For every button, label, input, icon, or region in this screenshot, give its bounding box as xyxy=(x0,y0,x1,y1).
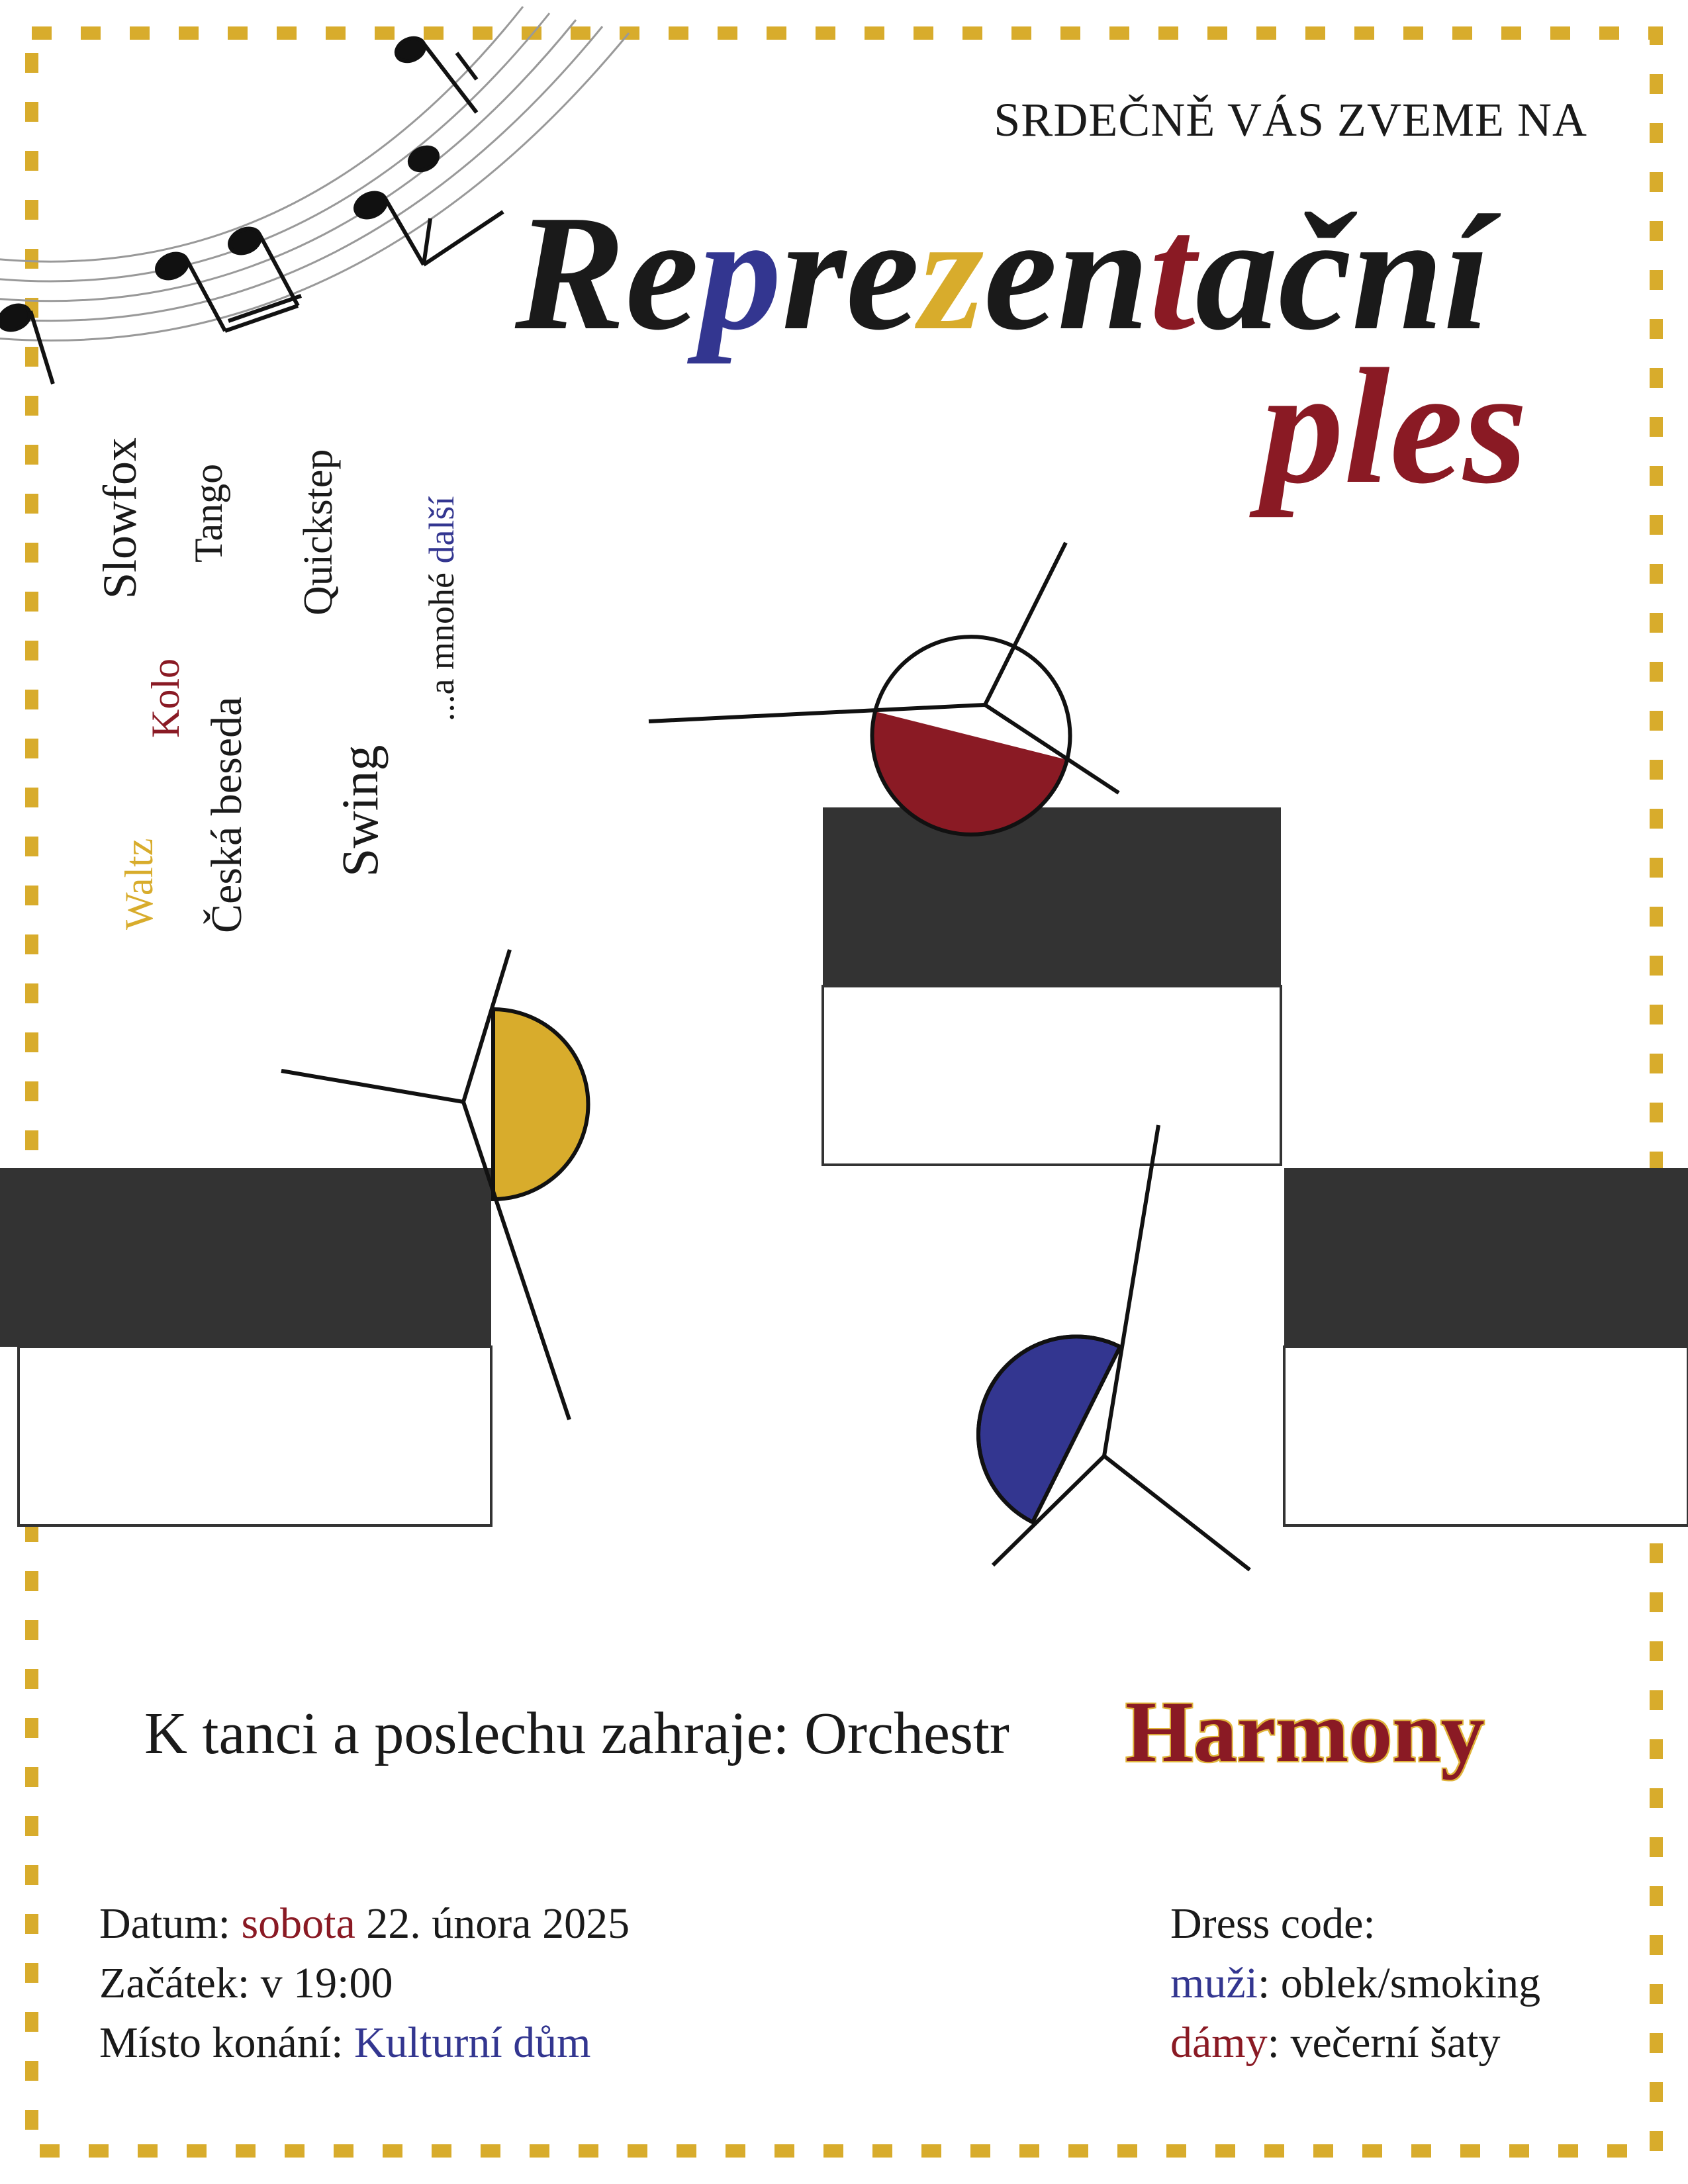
event-title: Reprezentační xyxy=(515,191,1489,356)
dress-women: dámy: večerní šaty xyxy=(1170,2019,1501,2067)
date-line: Datum: sobota 22. února 2025 xyxy=(99,1899,630,1948)
dancer-figure-icon xyxy=(648,541,1120,837)
event-title-ples: ples xyxy=(1261,335,1528,518)
dancer-figure-icon xyxy=(976,1124,1251,1572)
event-details: Datum: sobota 22. února 2025 Začátek: v … xyxy=(99,1894,630,2073)
dress-code: Dress code: muži: oblek/smoking dámy: ve… xyxy=(1170,1894,1540,2073)
dance-ceska-beseda: Česká beseda xyxy=(203,696,251,933)
invitation-heading: SRDEČNĚ VÁS ZVEME NA xyxy=(994,93,1587,146)
musical-note-icon xyxy=(0,36,504,385)
title-segment: re xyxy=(781,181,919,365)
title-segment: en xyxy=(984,181,1150,365)
dress-men: muži: oblek/smoking xyxy=(1170,1959,1541,2007)
dance-more: ...a mnohé další xyxy=(422,496,461,721)
start-line: Začátek: v 19:00 xyxy=(99,1959,393,2007)
place-line: Místo konání: Kulturní dům xyxy=(99,2019,591,2067)
dancer-figure-icon xyxy=(281,949,590,1420)
dance-quickstep: Quickstep xyxy=(296,449,341,615)
dance-waltz: Waltz xyxy=(117,838,161,930)
dress-code-title: Dress code: xyxy=(1170,1899,1376,1948)
title-segment: p xyxy=(698,181,782,365)
title-segment: t xyxy=(1149,181,1196,365)
dance-kolo: Kolo xyxy=(144,659,187,738)
dance-slowfox: Slowfox xyxy=(93,437,146,599)
title-segment: z xyxy=(919,181,984,365)
title-segment: ační xyxy=(1195,181,1490,365)
orchestra-name: Harmony xyxy=(1125,1683,1485,1780)
dashed-gold-border xyxy=(25,26,1663,2158)
dance-tango: Tango xyxy=(187,463,230,563)
piano-keys-icon xyxy=(0,807,1688,1527)
orchestra-line: K tanci a poslechu zahraje: Orchestr xyxy=(144,1701,1009,1766)
title-segment: Re xyxy=(515,181,699,365)
dance-swing: Swing xyxy=(331,745,389,877)
